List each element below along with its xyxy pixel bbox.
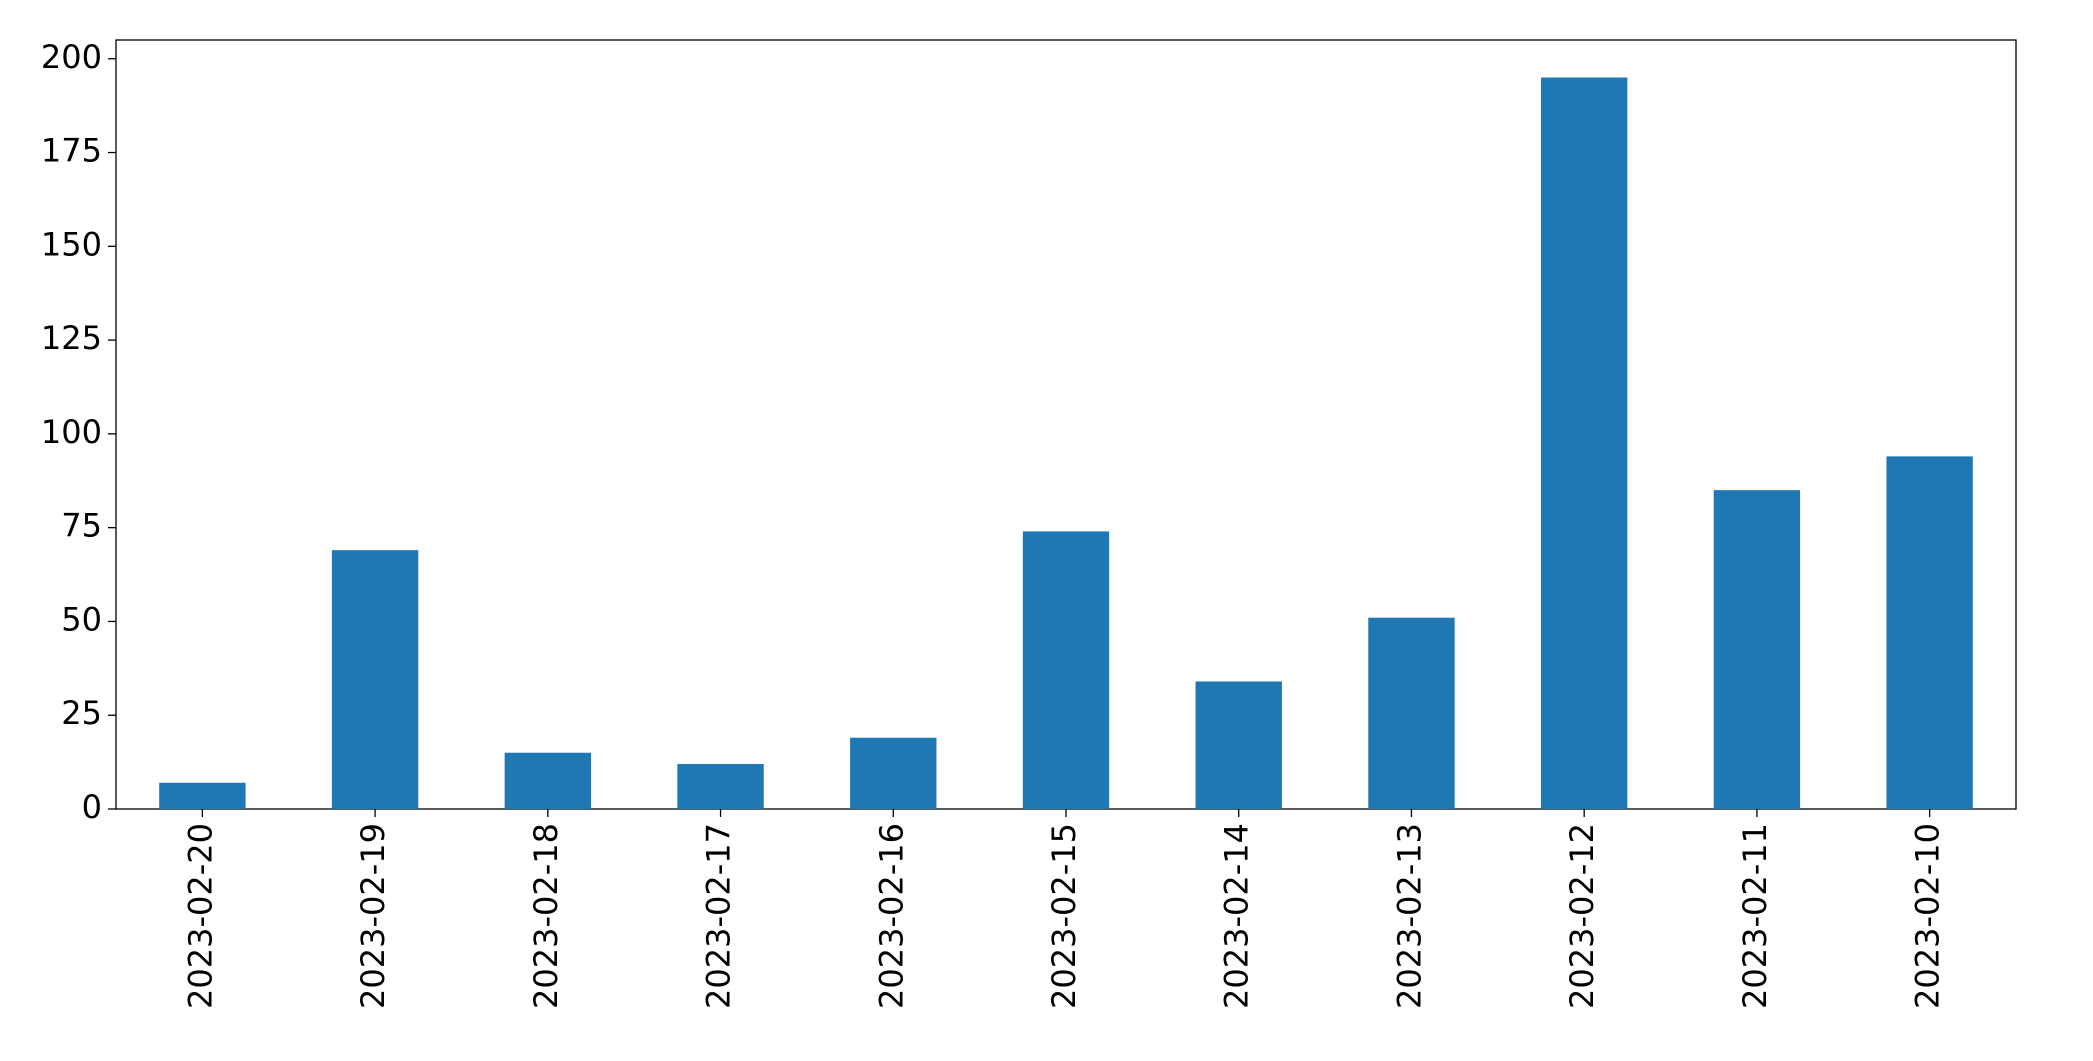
bar	[504, 752, 591, 809]
y-tick-label: 150	[41, 225, 102, 263]
y-tick-label: 75	[61, 507, 102, 545]
x-tick-label: 2023-02-17	[700, 823, 738, 1009]
x-tick-label: 2023-02-11	[1736, 823, 1774, 1009]
bar	[1713, 490, 1801, 809]
x-tick-label: 2023-02-10	[1909, 823, 1947, 1009]
x-tick-label: 2023-02-13	[1390, 823, 1428, 1009]
bar	[331, 550, 419, 809]
x-tick-label: 2023-02-14	[1218, 823, 1256, 1009]
y-tick-label: 50	[61, 600, 102, 638]
bar	[159, 782, 246, 809]
y-tick-label: 200	[41, 38, 102, 76]
y-tick-label: 100	[41, 413, 102, 451]
y-tick-label: 0	[82, 788, 102, 826]
bar	[1541, 77, 1628, 809]
x-tick-label: 2023-02-18	[527, 823, 565, 1009]
x-tick-label: 2023-02-19	[354, 823, 392, 1009]
bar	[1195, 681, 1282, 809]
x-tick-label: 2023-02-15	[1045, 823, 1083, 1009]
x-tick-label: 2023-02-12	[1563, 823, 1601, 1009]
bar	[1022, 531, 1110, 809]
bar	[677, 763, 764, 809]
x-tick-label: 2023-02-20	[181, 823, 219, 1009]
bar	[850, 737, 937, 809]
y-tick-label: 125	[41, 319, 102, 357]
y-tick-label: 175	[41, 132, 102, 170]
x-tick-label: 2023-02-16	[872, 823, 910, 1009]
bar	[1886, 456, 1973, 809]
y-tick-label: 25	[61, 694, 102, 732]
bar	[1368, 617, 1455, 809]
